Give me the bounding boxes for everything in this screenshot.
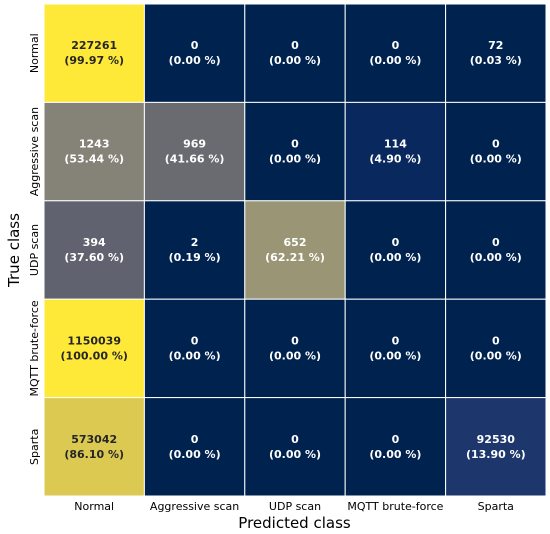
cell-percent-label: (0.19 %): [169, 251, 221, 264]
cell-percent-label: (0.00 %): [470, 349, 522, 362]
heatmap-cell: [445, 200, 547, 300]
y-tick-label: UDP scan: [28, 224, 41, 276]
heatmap-cell-labels: 227261 (99.97 %) 0 (0.00 %) 0 (0.00 %) 0 (0.00 …: [61, 39, 526, 461]
cell-count-label: 0: [191, 433, 199, 446]
cell-count-label: 0: [392, 433, 400, 446]
cell-percent-label: (0.00 %): [470, 251, 522, 264]
cell-count-label: 2: [191, 236, 199, 249]
heatmap-cell: [43, 3, 145, 103]
cell-count-label: 0: [392, 236, 400, 249]
x-tick-label: MQTT brute-force: [347, 500, 443, 513]
heatmap-cell: [244, 200, 346, 300]
cell-count-label: 394: [83, 236, 106, 249]
cell-count-label: 0: [191, 334, 199, 347]
heatmap-cell: [244, 298, 346, 399]
cell-percent-label: (53.44 %): [64, 153, 124, 166]
cell-count-label: 0: [392, 39, 400, 52]
cell-percent-label: (0.00 %): [369, 54, 421, 67]
heatmap-cell: [43, 200, 145, 300]
cell-percent-label: (4.90 %): [369, 153, 421, 166]
y-tick-labels: Normal Aggressive scan UDP scan MQTT brute-…: [28, 33, 41, 465]
heatmap-cell: [143, 101, 246, 202]
cell-percent-label: (0.00 %): [269, 349, 321, 362]
y-tick-label: Aggressive scan: [28, 107, 41, 196]
cell-percent-label: (62.21 %): [265, 251, 325, 264]
x-tick-label: Sparta: [478, 500, 514, 513]
cell-percent-label: (0.00 %): [169, 448, 221, 461]
cell-count-label: 1243: [79, 138, 110, 151]
cell-count-label: 652: [284, 236, 307, 249]
heatmap-cell: [244, 397, 346, 497]
cell-count-label: 0: [191, 39, 199, 52]
y-tick-label: Sparta: [28, 429, 41, 465]
heatmap-cell: [43, 298, 145, 399]
heatmap-cell: [344, 200, 447, 300]
y-tick-label: MQTT brute-force: [28, 300, 41, 396]
heatmap-cell: [244, 101, 346, 202]
heatmap-cell: [445, 298, 547, 399]
cell-count-label: 0: [492, 334, 500, 347]
x-tick-labels: Normal Aggressive scan UDP scan MQTT brute-…: [74, 500, 514, 513]
cell-percent-label: (13.90 %): [466, 448, 526, 461]
cell-percent-label: (0.00 %): [369, 251, 421, 264]
cell-percent-label: (86.10 %): [64, 448, 124, 461]
cell-percent-label: (0.03 %): [470, 54, 522, 67]
heatmap-cells: [43, 3, 547, 497]
cell-count-label: 0: [392, 334, 400, 347]
cell-percent-label: (0.00 %): [369, 349, 421, 362]
x-tick-label: Normal: [74, 500, 114, 513]
cell-percent-label: (100.00 %): [61, 349, 128, 362]
cell-percent-label: (0.00 %): [269, 54, 321, 67]
cell-count-label: 573042: [71, 433, 117, 446]
cell-count-label: 0: [492, 236, 500, 249]
cell-count-label: 0: [291, 433, 299, 446]
cell-percent-label: (0.00 %): [269, 153, 321, 166]
cell-count-label: 0: [492, 138, 500, 151]
heatmap-cell: [143, 3, 246, 103]
x-tick-label: Aggressive scan: [150, 500, 239, 513]
cell-percent-label: (41.66 %): [165, 153, 225, 166]
cell-percent-label: (37.60 %): [64, 251, 124, 264]
cell-count-label: 969: [183, 138, 206, 151]
heatmap-cell: [344, 397, 447, 497]
cell-count-label: 1150039: [67, 334, 121, 347]
heatmap-cell: [143, 298, 246, 399]
cell-percent-label: (0.00 %): [369, 448, 421, 461]
cell-count-label: 227261: [71, 39, 117, 52]
cell-count-label: 92530: [477, 433, 516, 446]
heatmap-cell: [344, 298, 447, 399]
x-tick-label: UDP scan: [269, 500, 321, 513]
heatmap-cell: [43, 397, 145, 497]
heatmap-cell: [445, 397, 547, 497]
heatmap-cell: [445, 3, 547, 103]
cell-percent-label: (0.00 %): [269, 448, 321, 461]
heatmap-cell: [344, 3, 447, 103]
x-axis-title: Predicted class: [238, 514, 351, 532]
cell-count-label: 0: [291, 138, 299, 151]
heatmap-cell: [344, 101, 447, 202]
cell-count-label: 72: [488, 39, 503, 52]
cell-percent-label: (99.97 %): [64, 54, 124, 67]
y-axis-title: True class: [5, 213, 23, 288]
cell-percent-label: (0.00 %): [169, 349, 221, 362]
cell-count-label: 114: [384, 138, 407, 151]
heatmap-cell: [445, 101, 547, 202]
cell-percent-label: (0.00 %): [470, 153, 522, 166]
y-tick-label: Normal: [28, 33, 41, 73]
heatmap-cell: [143, 397, 246, 497]
heatmap-cell: [244, 3, 346, 103]
cell-count-label: 0: [291, 39, 299, 52]
cell-count-label: 0: [291, 334, 299, 347]
heatmap-cell: [43, 101, 145, 202]
cell-percent-label: (0.00 %): [169, 54, 221, 67]
heatmap-cell: [143, 200, 246, 300]
